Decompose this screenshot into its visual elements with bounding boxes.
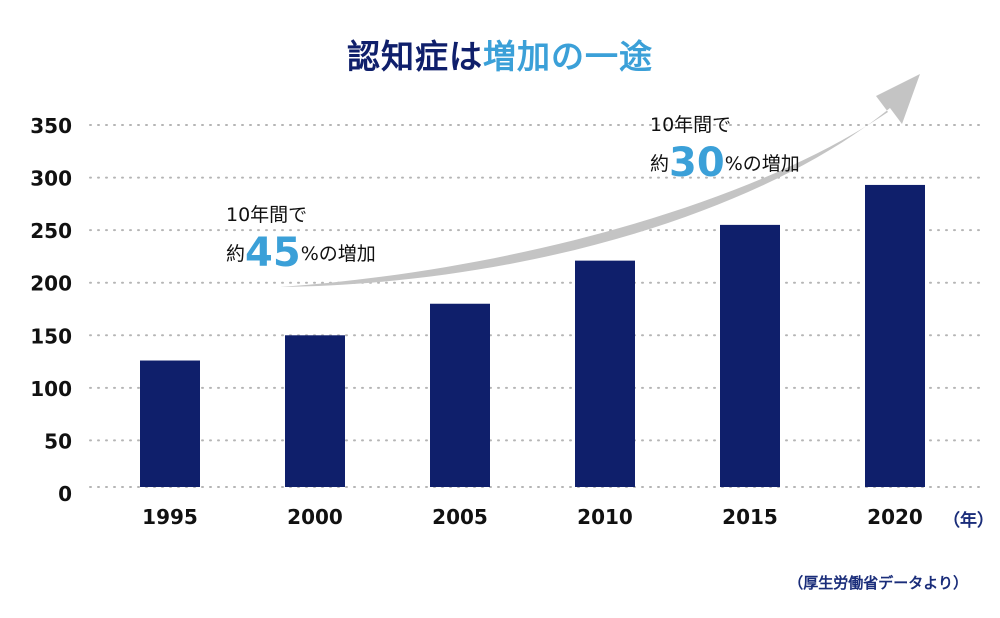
y-tick-label: 50 bbox=[44, 429, 72, 453]
y-tick-label: 150 bbox=[30, 324, 72, 348]
y-tick-label: 100 bbox=[30, 377, 72, 401]
title-part-accent: 増加の一途 bbox=[483, 37, 653, 76]
annotation-period: 10年間で bbox=[226, 204, 308, 226]
growth-arrow bbox=[280, 74, 920, 287]
annotation-1995-2005: 10年間で 約45%の増加 bbox=[226, 204, 376, 278]
annotation-period: 10年間で bbox=[650, 114, 732, 136]
annotation-2010-2020: 10年間で 約30%の増加 bbox=[650, 114, 800, 188]
y-tick-label: 250 bbox=[30, 219, 72, 243]
source-note: （厚生労働省データより） bbox=[788, 574, 968, 592]
annotation-suffix: %の増加 bbox=[300, 242, 376, 265]
y-tick-label: 350 bbox=[30, 114, 72, 138]
x-tick-label: 2010 bbox=[577, 505, 633, 529]
y-tick-label: 200 bbox=[30, 272, 72, 296]
x-tick-label: 1995 bbox=[142, 505, 198, 529]
bars bbox=[140, 184, 925, 487]
x-tick-label: 2000 bbox=[287, 505, 343, 529]
bar-2010 bbox=[575, 260, 635, 487]
gridlines bbox=[89, 124, 986, 488]
x-axis-unit: （年） bbox=[943, 511, 994, 531]
x-tick-label: 2005 bbox=[432, 505, 488, 529]
annotation-percent-value: 30 bbox=[669, 139, 725, 186]
y-tick-label: 0 bbox=[58, 482, 72, 506]
y-tick-label: 300 bbox=[30, 167, 72, 191]
bar-2000 bbox=[285, 335, 345, 487]
chart-title: 認知症は増加の一途 bbox=[0, 30, 1000, 78]
x-axis: 1995 2000 2005 2010 2015 2020 bbox=[142, 505, 923, 529]
bar-2015 bbox=[720, 224, 780, 487]
growth-arrow-shape bbox=[280, 74, 920, 287]
annotation-suffix: %の増加 bbox=[724, 152, 800, 175]
annotation-percent-value: 45 bbox=[245, 229, 301, 276]
bar-2020 bbox=[865, 184, 925, 487]
x-tick-label: 2015 bbox=[722, 505, 778, 529]
bar-1995 bbox=[140, 360, 200, 487]
x-tick-label: 2020 bbox=[867, 505, 923, 529]
annotation-prefix: 約 bbox=[650, 152, 670, 175]
bar-2005 bbox=[430, 303, 490, 487]
annotation-prefix: 約 bbox=[226, 242, 246, 265]
y-axis: 0 50 100 150 200 250 300 350 bbox=[30, 114, 72, 506]
title-part-dark: 認知症は bbox=[347, 37, 483, 76]
